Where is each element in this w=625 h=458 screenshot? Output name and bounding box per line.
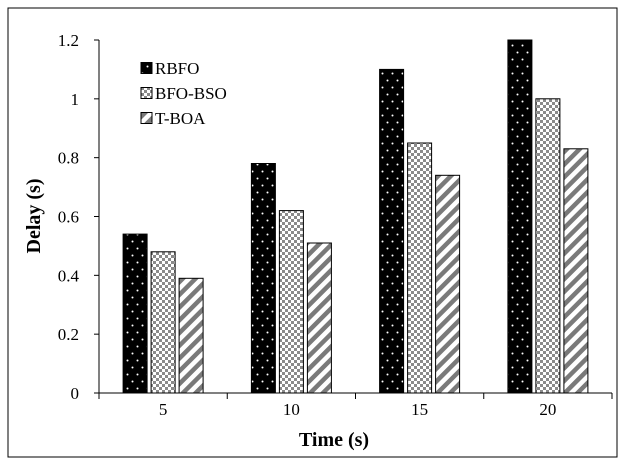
- x-tick-label: 20: [539, 400, 556, 419]
- y-tick-label: 0.2: [58, 325, 79, 344]
- x-tick-label: 5: [159, 400, 168, 419]
- chart-border: [7, 7, 618, 458]
- legend-label-bfo-bso: BFO-BSO: [155, 84, 227, 103]
- legend-swatch-rbfo: [140, 62, 153, 74]
- x-tick-label: 15: [411, 400, 428, 419]
- legend-label-t-boa: T-BOA: [155, 109, 206, 128]
- y-tick-label: 1: [71, 90, 80, 109]
- bar-bfo-bso-5: [150, 251, 176, 394]
- legend: RBFO BFO-BSO T-BOA: [140, 59, 227, 128]
- bar-t-boa-10: [306, 242, 332, 394]
- bar-bfo-bso-10: [278, 210, 304, 394]
- legend-swatch-bfo-bso: [140, 87, 153, 99]
- bar-t-boa-15: [435, 174, 461, 394]
- bar-t-boa-5: [178, 277, 204, 394]
- legend-swatch-t-boa: [140, 112, 153, 124]
- legend-label-rbfo: RBFO: [155, 59, 199, 78]
- x-axis-title: Time (s): [299, 429, 369, 451]
- y-tick-label: 0.8: [58, 149, 79, 168]
- bar-bfo-bso-20: [535, 98, 561, 394]
- bar-t-boa-20: [563, 148, 589, 394]
- bar-rbfo-15: [379, 68, 405, 394]
- y-axis-title: Delay (s): [23, 179, 45, 254]
- y-tick-label: 0.6: [58, 208, 79, 227]
- y-tick-label: 0: [71, 384, 80, 403]
- y-tick-label: 0.4: [58, 266, 80, 285]
- x-tick-label: 10: [283, 400, 300, 419]
- bar-rbfo-20: [507, 39, 533, 394]
- bar-rbfo-5: [122, 233, 148, 394]
- bar-rbfo-10: [250, 163, 276, 394]
- bar-bfo-bso-15: [407, 142, 433, 394]
- y-tick-label: 1.2: [58, 31, 79, 50]
- axes: 5 10 15 20 0 0.2 0.4 0.6 0.8 1 1.2: [58, 31, 613, 419]
